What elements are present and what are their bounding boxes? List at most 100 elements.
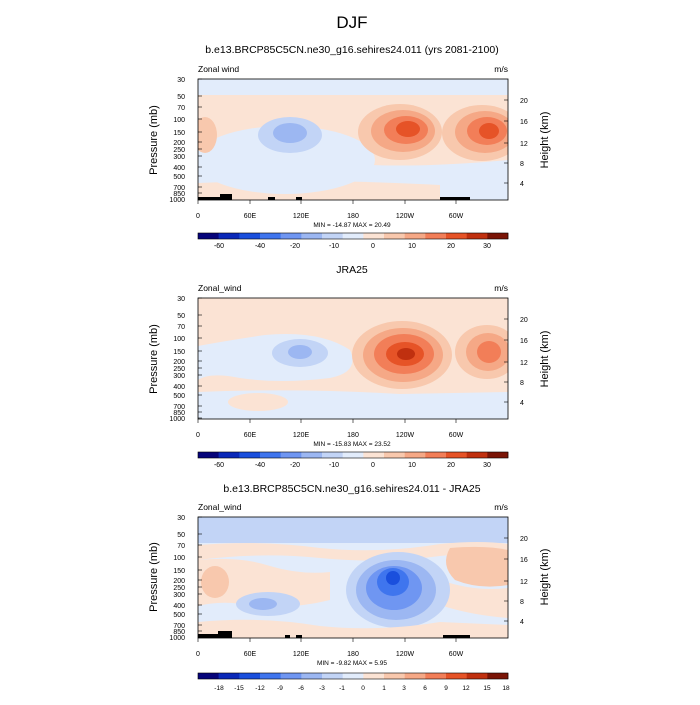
panel-3-y-ticks-right: 20 16 12 8 4 xyxy=(520,536,528,626)
panel-2-y-tick-right: 8 xyxy=(520,380,524,387)
panel-1-x-tick: 120W xyxy=(396,213,415,220)
panel-1-x-tick: 180 xyxy=(347,213,359,220)
panel-2-y-tick-right: 4 xyxy=(520,400,524,407)
panel-2-y-tick: 30 xyxy=(177,296,185,303)
main-title: DJF xyxy=(336,13,367,32)
panel-1-y-tick: 250 xyxy=(173,147,185,154)
panel-2-colorbar-label: 20 xyxy=(447,462,455,469)
panel-2-colorbar-label: 30 xyxy=(483,462,491,469)
panel-3-colorbar-label: -12 xyxy=(255,685,265,692)
panel-1-units: m/s xyxy=(494,64,508,74)
panel-1-colorbar-cell xyxy=(322,233,343,239)
panel-3-colorbar-label: 18 xyxy=(502,685,510,692)
panel-3-colorbar-cell xyxy=(322,673,343,679)
panel-1-colorbar-label: 0 xyxy=(371,243,375,250)
panel-2-colorbar-cell xyxy=(487,452,509,458)
panel-2-y-tick: 500 xyxy=(173,393,185,400)
panel-3-colorbar-label: -9 xyxy=(277,685,283,692)
panel-2-x-tick: 60W xyxy=(449,432,464,439)
panel-2-y-tick-right: 20 xyxy=(520,317,528,324)
panel-3-field-label: Zonal_wind xyxy=(198,502,242,512)
panel-2-y-tick: 850 xyxy=(173,410,185,417)
panel-2-x-tick: 120W xyxy=(396,432,415,439)
panel-3-colorbar-cell xyxy=(342,673,364,679)
panel-2-colorbar-label: 10 xyxy=(408,462,416,469)
panel-1-colorbar-cell xyxy=(260,233,281,239)
panel-3-colorbar-label: -1 xyxy=(339,685,345,692)
panel-2-x-ticks: 0 60E 120E 180 120W 60W xyxy=(196,432,464,439)
panel-3-colorbar-label: 12 xyxy=(462,685,470,692)
panel-2-x-tick-marks xyxy=(197,419,457,423)
panel-2-x-tick: 180 xyxy=(347,432,359,439)
panel-3-east-positive xyxy=(446,546,508,587)
panel-3-upper-positive xyxy=(198,542,508,561)
panel-1-colorbar-label: -40 xyxy=(255,243,265,250)
panel-3-y-tick-right: 12 xyxy=(520,579,528,586)
panel-3-colorbar-cell xyxy=(198,673,219,679)
panel-1-colorbar-cells xyxy=(198,233,509,239)
panel-3-colorbar-cell xyxy=(280,673,302,679)
panel-2-y-tick-right: 16 xyxy=(520,338,528,345)
panel-3-negative-lower-core xyxy=(249,598,277,610)
panel-2-colorbar-label: -20 xyxy=(290,462,300,469)
panel-1-colorbar-cell xyxy=(404,233,426,239)
panel-3-y-tick: 50 xyxy=(177,532,185,539)
panel-2-colorbar-cell xyxy=(384,452,405,458)
panel-3-colorbar-cell xyxy=(218,673,240,679)
panel-1-colorbar-label: -10 xyxy=(329,243,339,250)
panel-3-colorbar-label: -18 xyxy=(214,685,224,692)
panel-1-y-tick-right: 20 xyxy=(520,98,528,105)
panel-1-y-tick: 400 xyxy=(173,165,185,172)
panel-3-units: m/s xyxy=(494,502,508,512)
panel-2-y-tick: 300 xyxy=(173,373,185,380)
panel-3-colorbar-label: 1 xyxy=(382,685,386,692)
panel-2-colorbar-label: -40 xyxy=(255,462,265,469)
panel-1-y-tick: 150 xyxy=(173,130,185,137)
panel-2-ylabel-right: Height (km) xyxy=(539,331,551,388)
panel-1-colorbar-cell xyxy=(342,233,364,239)
panel-3-colorbar-label: -3 xyxy=(319,685,325,692)
panel-2-x-tick: 120E xyxy=(293,432,310,439)
panel-3-colorbar-label: -6 xyxy=(298,685,304,692)
panel-1-easterly-region xyxy=(198,126,375,194)
panel-3-colorbar-cell xyxy=(260,673,281,679)
panel-1-colorbar-cell xyxy=(446,233,467,239)
panel-2-colorbar-label: -10 xyxy=(329,462,339,469)
panel-3-colorbar-cell xyxy=(425,673,447,679)
panel-1-y-tick: 100 xyxy=(173,117,185,124)
panel-3-y-tick-marks xyxy=(198,516,508,638)
panel-1-contours xyxy=(198,79,508,200)
panel-1-x-tick: 60W xyxy=(449,213,464,220)
panel-3-colorbar-label: 15 xyxy=(483,685,491,692)
panel-2-field-label: Zonal_wind xyxy=(198,283,242,293)
panel-1-colorbar-label: 20 xyxy=(447,243,455,250)
panel-2-colorbar-label: 0 xyxy=(371,462,375,469)
panel-3-colorbar-cells xyxy=(198,673,509,679)
panel-3-colorbar-label: 0 xyxy=(361,685,365,692)
panel-3-topography xyxy=(198,631,470,638)
panel-2-surface-westerly xyxy=(228,393,288,411)
panel-2-y-tick: 150 xyxy=(173,349,185,356)
panel-3-colorbar-labels: -18 -15 -12 -9 -6 -3 -1 0 1 3 6 9 12 15 … xyxy=(214,685,510,692)
panel-2-colorbar-cell xyxy=(198,452,219,458)
panel-1-colorbar-frame xyxy=(197,232,509,240)
panel-1-y-tick: 500 xyxy=(173,174,185,181)
panel-1-y-tick-right: 16 xyxy=(520,119,528,126)
panel-2-colorbar-cells xyxy=(198,452,509,458)
panel-1-topography xyxy=(198,194,232,200)
panel-1-colorbar-cell xyxy=(280,233,302,239)
panel-3-x-ticks: 0 60E 120E 180 120W 60W xyxy=(196,651,464,658)
panel-2: JRA25 Zonal_wind m/s Pressure (mb) Heigh… xyxy=(148,264,551,469)
panel-2-colorbar-cell xyxy=(363,452,385,458)
panel-1-colorbar-cell xyxy=(198,233,219,239)
panel-2-stats: MIN = -15.83 MAX = 23.52 xyxy=(313,441,391,448)
panel-3-y-tick-right: 8 xyxy=(520,599,524,606)
panel-3-title: b.e13.BRCP85C5CN.ne30_g16.sehires24.011 … xyxy=(223,483,480,495)
panel-2-y-ticks-right: 20 16 12 8 4 xyxy=(520,317,528,407)
panel-1-colorbar-cell xyxy=(425,233,447,239)
panel-1-colorbar-cell xyxy=(239,233,261,239)
panel-3-colorbar-cell xyxy=(404,673,426,679)
panel-1-y-tick: 50 xyxy=(177,94,185,101)
panel-1-colorbar: -60 -40 -20 -10 0 10 20 30 xyxy=(197,232,509,250)
